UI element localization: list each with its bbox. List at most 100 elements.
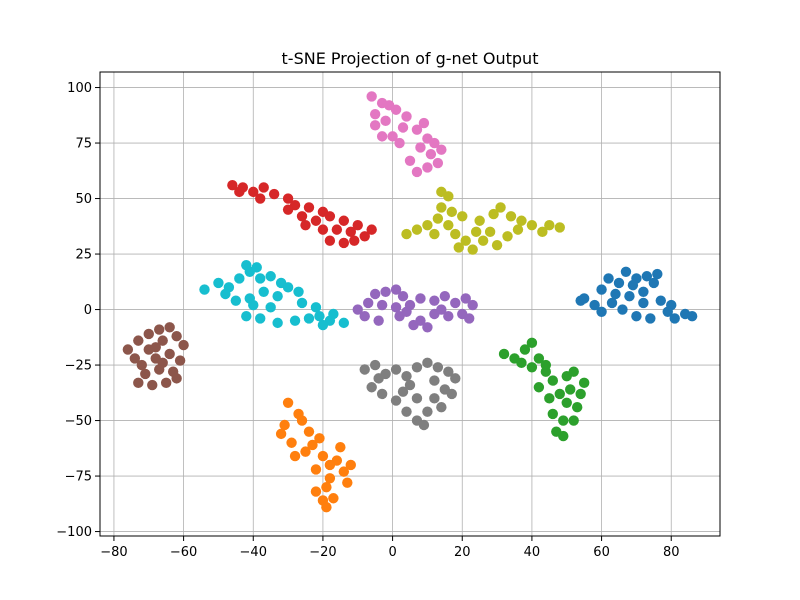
scatter-point [376,388,388,400]
scatter-point [293,286,304,297]
scatter-point [488,208,499,220]
scatter-point [317,319,329,331]
scatter-point [359,364,370,375]
cluster-0 [575,266,698,324]
scatter-point [401,406,412,417]
scatter-point [338,215,350,226]
scatter-point [376,131,388,142]
scatter-point [363,297,374,309]
scatter-point [491,239,503,251]
scatter-point [439,291,451,302]
scatter-point [140,368,151,380]
scatter-point [310,302,322,313]
scatter-point [289,450,301,462]
scatter-point [408,319,419,331]
scatter-point [369,288,381,300]
scatter-point [380,115,391,127]
scatter-point [432,157,444,169]
scatter-point [248,299,259,311]
scatter-point [436,304,447,315]
scatter-point [568,415,579,426]
scatter-point [533,353,545,364]
scatter-point [596,284,607,295]
scatter-point [464,313,475,324]
scatter-point [321,481,332,493]
scatter-point [303,202,315,213]
scatter-point [655,295,666,306]
scatter-point [227,180,238,191]
scatter-point [571,402,583,413]
scatter-point [411,166,423,178]
scatter-point [512,224,524,235]
scatter-point [272,317,283,329]
scatter-point [133,335,144,346]
scatter-point [554,222,565,233]
scatter-point [345,226,356,238]
scatter-point [390,364,402,375]
scatter-point [390,284,402,295]
scatter-point [147,379,158,391]
cluster-2 [498,337,590,442]
scatter-point [429,295,440,306]
scatter-point [282,193,294,204]
scatter-point [613,277,625,289]
scatter-point [460,235,471,246]
scatter-point [645,313,656,324]
scatter-point [516,357,527,369]
scatter-point [547,408,559,420]
scatter-point [638,297,649,309]
scatter-point [516,215,527,226]
scatter-point [404,155,416,167]
scatter-point [620,266,632,278]
axis-ticks: −80 −60 −40 −20 0 20 40 60 80 −100 −75 −50 −25 0 25 50 7… [56,81,679,560]
scatter-point [296,415,308,426]
scatter-point [366,382,377,393]
scatter-point [558,430,569,442]
scatter-point [335,441,346,453]
scatter-point [558,415,569,426]
scatter-point [265,302,276,313]
scatter-point [390,302,402,313]
x-tick-label: 0 [388,545,396,560]
scatter-point [324,211,336,222]
scatter-point [397,386,409,397]
scatter-point [617,304,628,315]
scatter-point [255,313,266,324]
scatter-point [380,286,391,297]
scatter-point [575,295,586,306]
scatter-point [234,273,245,284]
scatter-point [418,419,430,431]
scatter-point [533,382,545,393]
scatter-point [418,117,430,129]
scatter-point [307,439,318,451]
scatter-point [436,202,447,213]
scatter-point [387,131,398,142]
x-tick-label: −20 [309,545,336,560]
scatter-point [429,393,440,404]
scatter-point [432,213,444,224]
scatter-point [436,144,447,155]
x-tick-label: 40 [524,545,541,560]
scatter-point [282,204,294,215]
scatter-point [401,306,412,317]
scatter-point [429,375,440,386]
scatter-point [589,299,600,311]
x-tick-label: −80 [100,545,127,560]
scatter-point [359,311,370,322]
scatter-point [289,315,301,326]
x-tick-label: −60 [170,545,197,560]
scatter-point [324,235,336,246]
scatter-point [627,279,639,291]
scatter-point [457,211,468,222]
scatter-point [526,337,538,349]
scatter-point [314,433,325,444]
scatter-point [415,293,426,304]
scatter-point [268,188,280,200]
scatter-point [314,311,325,322]
scatter-point [275,428,287,440]
scatter-point [526,219,538,231]
scatter-point [401,111,412,122]
scatter-point [296,211,308,222]
scatter-point [432,362,444,373]
